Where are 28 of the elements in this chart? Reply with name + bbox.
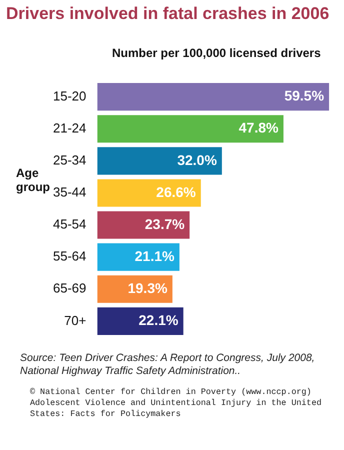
data-label: 21.1% <box>134 248 175 264</box>
data-label: 47.8% <box>238 120 280 136</box>
y-tick-label: 25-34 <box>53 152 86 168</box>
y-tick-label: 70+ <box>64 312 86 328</box>
y-tick-label: 35-44 <box>53 184 86 200</box>
bar <box>97 147 222 175</box>
data-label: 23.7% <box>144 216 186 232</box>
text: © National Center for Children in Poverty (www.nccp.org) Adolescent Violence and Unintentional Injury in the United States: Facts for Policymakers <box>30 387 322 420</box>
y-tick-label: 55-64 <box>53 248 86 264</box>
chart-subtitle: Number per 100,000 licensed drivers <box>112 46 321 60</box>
source-note: Source: Teen Driver Crashes: A Report to Congress, July 2008, National Highway Traffic Safety Administration.. <box>20 352 316 378</box>
data-label: 19.3% <box>128 280 168 296</box>
y-tick-label: 15-20 <box>53 88 86 104</box>
data-label: 59.5% <box>284 88 325 104</box>
data-label: 22.1% <box>138 312 179 328</box>
data-label: 32.0% <box>177 152 218 168</box>
data-label: 26.6% <box>156 184 196 200</box>
y-tick-label: 65-69 <box>53 280 86 296</box>
y-tick-label: 45-54 <box>53 216 86 232</box>
bar <box>97 307 184 335</box>
y-tick-label: 21-24 <box>53 120 86 136</box>
y-axis-title: Age group <box>16 166 50 194</box>
bar <box>97 243 180 271</box>
bar <box>97 179 201 207</box>
bar <box>97 83 330 111</box>
bar <box>97 115 284 143</box>
chart-title: Drivers involved in fatal crashes in 2006 <box>6 4 330 24</box>
bar <box>97 211 190 239</box>
